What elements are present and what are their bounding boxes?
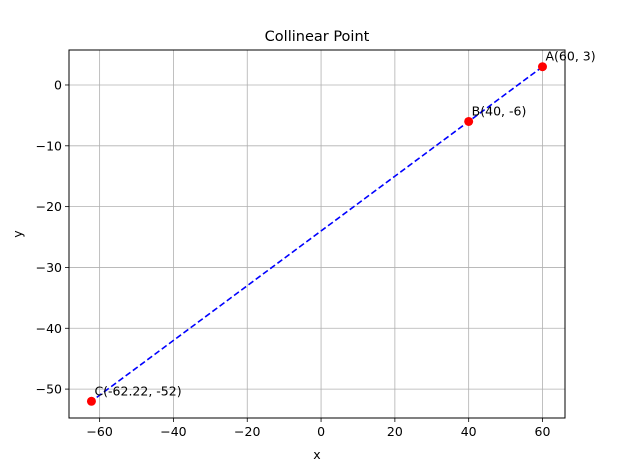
axis-ticks: −60 −40 −20 0 20 40 60 0 −10 −20 −30 −40 −50 (36, 77, 551, 439)
point-label: C(-62.22, -52) (94, 383, 181, 398)
y-tick-label: −50 (36, 382, 62, 397)
data-point (464, 116, 474, 126)
data-point (537, 62, 547, 72)
data-points: A(60, 3) B(40, -6) C(-62.22, -52) (86, 49, 596, 406)
x-tick-label: −20 (234, 424, 260, 439)
x-tick-label: 0 (317, 424, 325, 439)
point-label: B(40, -6) (472, 103, 527, 118)
y-tick-label: 0 (54, 77, 62, 92)
y-tick-label: −20 (36, 199, 62, 214)
y-tick-label: −10 (36, 138, 62, 153)
x-tick-label: 40 (461, 424, 477, 439)
x-axis-label: x (313, 447, 320, 462)
x-tick-label: −40 (160, 424, 186, 439)
data-point (86, 396, 96, 406)
x-tick-label: 60 (535, 424, 551, 439)
axes-frame (68, 49, 566, 419)
y-axis-label: y (10, 230, 25, 238)
y-tick-label: −30 (36, 260, 62, 275)
y-tick-label: −40 (36, 321, 62, 336)
point-label: A(60, 3) (545, 49, 595, 64)
x-tick-label: −60 (86, 424, 112, 439)
x-tick-label: 20 (387, 424, 403, 439)
grid-lines (69, 50, 565, 418)
chart-title: Collinear Point (265, 29, 370, 45)
